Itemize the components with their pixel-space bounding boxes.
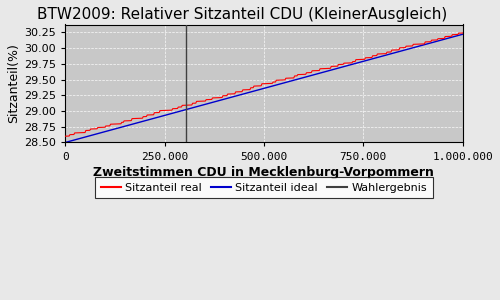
Sitzanteil ideal <box>388 52 394 56</box>
Sitzanteil real <box>254 84 260 88</box>
Sitzanteil real <box>277 78 283 82</box>
Sitzanteil real <box>299 73 305 76</box>
X-axis label: Zweitstimmen CDU in Mecklenburg-Vorpommern: Zweitstimmen CDU in Mecklenburg-Vorpomme… <box>94 166 434 179</box>
Sitzanteil ideal <box>277 82 283 86</box>
Text: BTW2009: Relativer Sitzanteil CDU (KleinerAusgleich): BTW2009: Relativer Sitzanteil CDU (Klein… <box>38 7 448 22</box>
Sitzanteil ideal <box>62 141 68 144</box>
Line: Sitzanteil real: Sitzanteil real <box>65 33 462 136</box>
Sitzanteil ideal <box>450 35 456 39</box>
Sitzanteil real <box>62 134 68 138</box>
Sitzanteil real <box>460 31 466 35</box>
Sitzanteil ideal <box>460 32 466 36</box>
Sitzanteil ideal <box>254 88 260 92</box>
Line: Sitzanteil ideal: Sitzanteil ideal <box>65 34 462 142</box>
Sitzanteil ideal <box>299 76 305 80</box>
Sitzanteil ideal <box>251 89 257 93</box>
Legend: Sitzanteil real, Sitzanteil ideal, Wahlergebnis: Sitzanteil real, Sitzanteil ideal, Wahle… <box>96 177 432 198</box>
Sitzanteil real <box>251 84 257 88</box>
Y-axis label: Sitzanteil(%): Sitzanteil(%) <box>7 44 20 123</box>
Sitzanteil real <box>450 33 456 37</box>
Sitzanteil real <box>388 50 394 54</box>
